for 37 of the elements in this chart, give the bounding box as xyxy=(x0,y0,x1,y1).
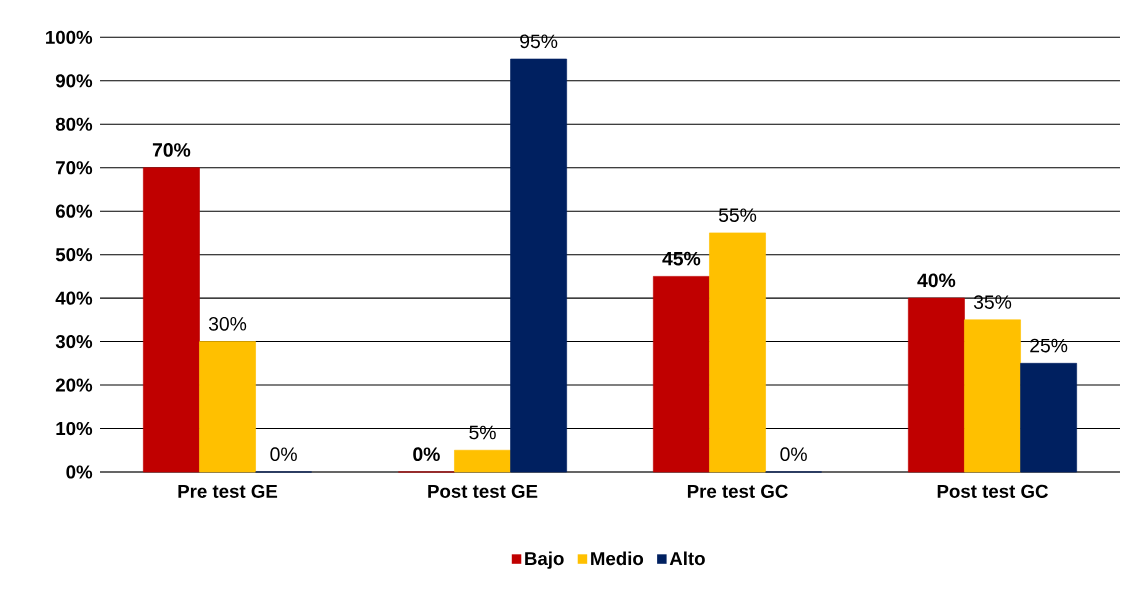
data-label: 95% xyxy=(520,34,558,49)
y-tick-label: 10% xyxy=(56,421,93,436)
x-tick-label: Post test GC xyxy=(937,484,1048,498)
x-tick-label: Post test GE xyxy=(428,484,538,498)
bar xyxy=(454,449,511,473)
data-label: 40% xyxy=(917,273,956,288)
legend-label: Alto xyxy=(669,551,705,566)
y-tick-label: 90% xyxy=(55,74,93,88)
legend-label: Bajo xyxy=(525,551,564,569)
data-label: 30% xyxy=(208,316,247,331)
y-tick-label: 0% xyxy=(66,465,93,479)
y-tick-label: 50% xyxy=(55,248,93,262)
bar xyxy=(1020,362,1077,473)
data-label: 0% xyxy=(780,447,807,462)
y-tick-label: 100% xyxy=(46,30,93,44)
data-label: 35% xyxy=(973,295,1012,309)
bar xyxy=(653,276,710,473)
data-label: 55% xyxy=(718,208,757,222)
x-tick-label: Pre test GE xyxy=(178,484,278,498)
bar xyxy=(709,232,766,473)
bar xyxy=(908,297,965,473)
data-label: 0% xyxy=(413,447,440,462)
y-tick-label: 20% xyxy=(55,378,93,392)
bar xyxy=(143,167,200,473)
bar xyxy=(964,319,1021,473)
x-tick-label: Pre test GC xyxy=(687,484,788,498)
data-label: 45% xyxy=(662,251,701,266)
y-tick-label: 80% xyxy=(55,117,93,131)
y-tick-label: 60% xyxy=(55,204,93,218)
y-tick-label: 30% xyxy=(55,334,93,349)
data-label: 0% xyxy=(270,447,297,462)
y-tick-label: 70% xyxy=(56,161,93,175)
y-tick-label: 40% xyxy=(55,291,93,305)
bar xyxy=(199,341,256,473)
bar xyxy=(510,58,567,473)
data-label: 70% xyxy=(152,143,191,157)
legend-label: Medio xyxy=(591,551,644,566)
